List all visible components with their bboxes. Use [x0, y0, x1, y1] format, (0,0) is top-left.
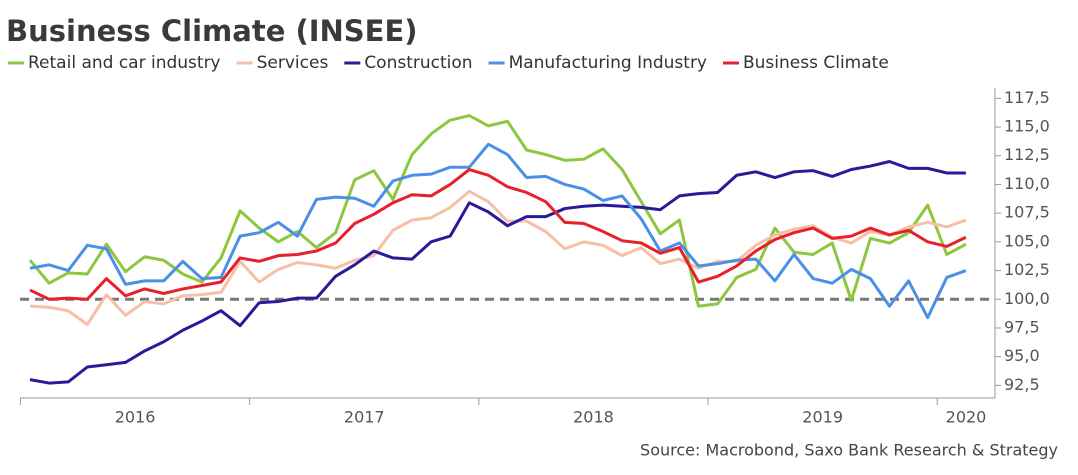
x-tick-label: 2019 [802, 408, 843, 427]
legend-label: Services [257, 53, 329, 73]
series-line [29, 189, 967, 327]
x-tick-label: 2016 [115, 408, 156, 427]
y-tick-label: 117,5 [1004, 88, 1050, 107]
y-tick-label: 92,5 [1004, 375, 1040, 394]
legend-label: Manufacturing Industry [509, 53, 707, 73]
legend-label: Business Climate [743, 53, 889, 73]
series-line [29, 168, 967, 301]
source: Source: Macrobond, Saxo Bank Research & … [640, 441, 1058, 460]
legend-label: Construction [364, 53, 472, 73]
y-tick-label: 110,0 [1004, 174, 1050, 193]
y-tick-label: 100,0 [1004, 289, 1050, 308]
y-tick-label: 105,0 [1004, 231, 1050, 250]
series-line [29, 159, 966, 385]
y-tick-label: 102,5 [1004, 260, 1050, 279]
y-tick-label: 112,5 [1004, 145, 1050, 164]
y-tick-label: 95,0 [1004, 346, 1040, 365]
y-tick-label: 115,0 [1004, 117, 1050, 136]
x-tick-label: 2017 [344, 408, 385, 427]
chart-title: Business Climate (INSEE) [6, 14, 418, 48]
y-tick-label: 107,5 [1004, 203, 1050, 222]
series-line [28, 114, 967, 308]
legend-label: Retail and car industry [28, 53, 221, 73]
x-tick-label: 2020 [946, 408, 987, 427]
series-line [29, 142, 967, 320]
y-tick-label: 97,5 [1004, 317, 1040, 336]
x-tick-label: 2018 [573, 408, 614, 427]
